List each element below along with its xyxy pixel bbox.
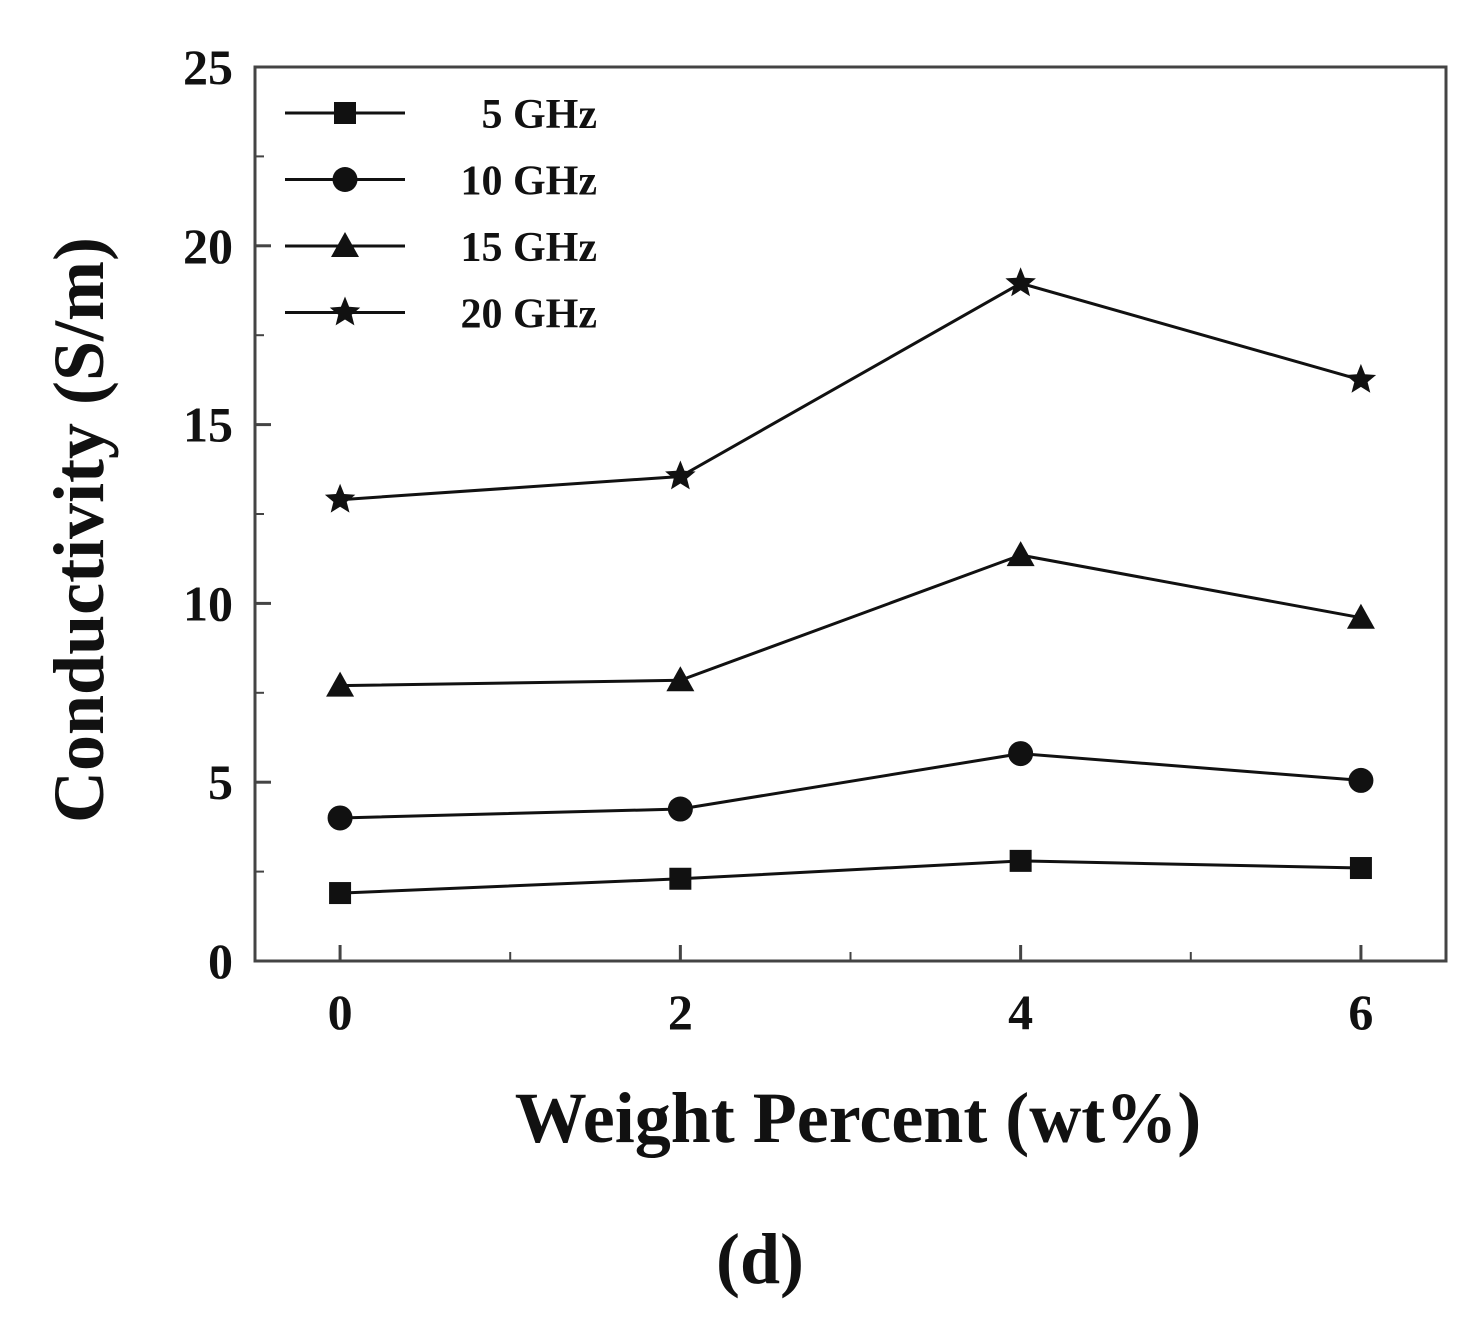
y-axis-title: Conductivity (S/m) xyxy=(39,237,119,823)
y-tick-label: 0 xyxy=(208,933,233,989)
x-tick-label: 0 xyxy=(328,984,353,1040)
x-tick-label: 2 xyxy=(668,984,693,1040)
data-point xyxy=(666,666,695,692)
legend-marker xyxy=(334,102,356,124)
data-point xyxy=(1009,849,1032,872)
data-point xyxy=(667,796,693,822)
legend-marker xyxy=(329,296,361,326)
y-tick-label: 5 xyxy=(208,754,233,810)
data-point xyxy=(329,882,352,905)
y-tick-label: 25 xyxy=(183,39,233,95)
legend-label: 20 GHz xyxy=(461,292,597,338)
data-point xyxy=(665,460,696,490)
data-point xyxy=(669,867,692,890)
data-point xyxy=(326,671,355,697)
legend-entry: 5 GHz xyxy=(285,92,597,138)
data-point xyxy=(1349,857,1372,880)
series-20-ghz xyxy=(324,267,1377,513)
panel-label: (d) xyxy=(716,1219,804,1299)
x-axis-title: Weight Percent (wt%) xyxy=(515,1078,1201,1158)
legend-label: 15 GHz xyxy=(461,225,597,271)
x-tick-label: 4 xyxy=(1008,984,1033,1040)
data-point xyxy=(324,483,356,513)
series-10-ghz xyxy=(327,741,1374,831)
series-line xyxy=(340,859,1361,895)
legend-label: 5 GHz xyxy=(482,92,597,138)
data-point xyxy=(1008,741,1034,767)
series-line xyxy=(340,752,1362,820)
legend-entry: 15 GHz xyxy=(285,225,597,271)
data-point xyxy=(1006,541,1035,567)
legend-entry: 10 GHz xyxy=(285,159,597,205)
legend-marker xyxy=(331,232,359,257)
y-tick-label: 15 xyxy=(183,397,233,453)
series-5-ghz xyxy=(329,849,1372,905)
plot-frame xyxy=(253,65,1448,963)
x-tick-label: 6 xyxy=(1348,984,1373,1040)
y-tick-label: 10 xyxy=(183,575,233,631)
legend-entry: 20 GHz xyxy=(285,292,597,338)
series-15-ghz xyxy=(326,541,1375,697)
data-point xyxy=(1345,363,1377,393)
series-line xyxy=(339,281,1362,502)
data-point xyxy=(1346,603,1375,629)
y-tick-label: 20 xyxy=(183,218,233,274)
series-line xyxy=(340,553,1362,688)
data-point xyxy=(1348,767,1374,793)
data-point xyxy=(1005,267,1036,297)
legend-label: 10 GHz xyxy=(461,159,597,205)
legend-marker xyxy=(332,167,358,192)
data-point xyxy=(327,805,353,831)
